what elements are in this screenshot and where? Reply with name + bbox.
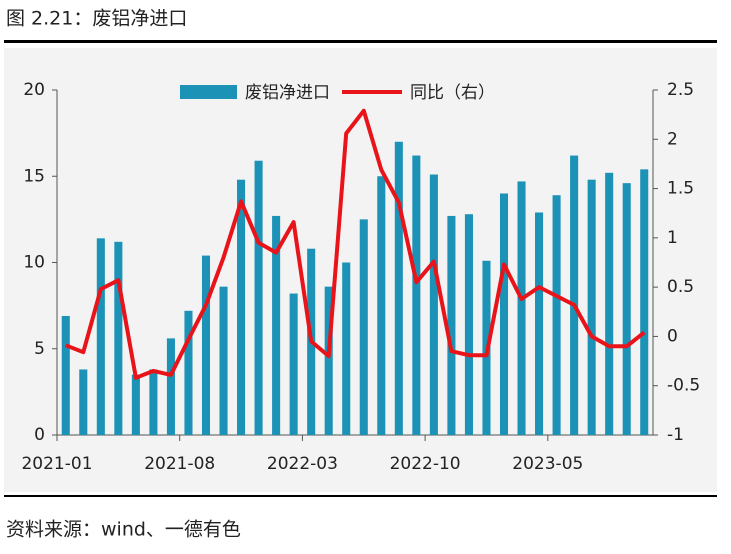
bar [640, 169, 649, 435]
legend-label: 同比（右） [410, 83, 495, 103]
y2-tick-label: 2 [667, 129, 678, 149]
bar [342, 262, 351, 435]
bar [61, 315, 70, 435]
bar [447, 215, 456, 435]
y2-tick-label: 2.5 [667, 80, 694, 100]
y-tick-label: 5 [34, 339, 45, 359]
x-tick-label: 2021-08 [144, 454, 215, 474]
bar [622, 183, 631, 435]
bar [570, 155, 579, 436]
legend-swatch [180, 85, 237, 99]
y2-tick-label: 1.5 [667, 179, 694, 199]
x-tick-label: 2021-01 [21, 454, 92, 474]
y-tick-label: 10 [23, 253, 45, 273]
bar [324, 286, 333, 435]
bar [237, 179, 246, 435]
source: 资料来源：wind、一德有色 [6, 519, 241, 541]
bar [219, 286, 228, 435]
legend-label: 废铝净进口 [245, 83, 330, 103]
bar [184, 310, 193, 435]
bar [114, 241, 123, 435]
bar [149, 369, 158, 435]
x-tick-label: 2022-10 [390, 454, 461, 474]
bar [587, 179, 596, 435]
y2-tick-label: -1 [667, 425, 684, 445]
bar [552, 195, 561, 435]
bar [289, 293, 298, 435]
bar [535, 212, 544, 435]
line [65, 108, 646, 380]
bar [131, 374, 140, 435]
bar [166, 338, 175, 435]
bar [272, 215, 281, 435]
bar [429, 174, 438, 435]
bar [96, 238, 105, 435]
bar [517, 181, 526, 435]
y2-tick-label: 1 [667, 228, 678, 248]
top-rule [4, 40, 717, 43]
y2-tick-label: -0.5 [667, 376, 700, 396]
y-tick-label: 0 [34, 425, 45, 445]
bar [412, 155, 421, 436]
x-tick-label: 2022-03 [267, 454, 338, 474]
bar [605, 172, 614, 436]
bar [201, 255, 211, 435]
bottom-rule [4, 495, 717, 497]
bar [359, 219, 368, 435]
bar [254, 160, 263, 435]
bar [377, 176, 386, 435]
bar [499, 193, 509, 435]
chart-title: 图 2.21：废铝净进口 [6, 8, 187, 30]
y-tick-label: 20 [23, 80, 45, 100]
bar [79, 369, 88, 435]
bar [464, 214, 473, 435]
x-tick-label: 2023-05 [512, 454, 583, 474]
y2-tick-label: 0.5 [667, 277, 694, 297]
y-tick-label: 15 [23, 166, 45, 186]
y2-tick-label: 0 [667, 326, 678, 346]
bar [394, 141, 403, 435]
